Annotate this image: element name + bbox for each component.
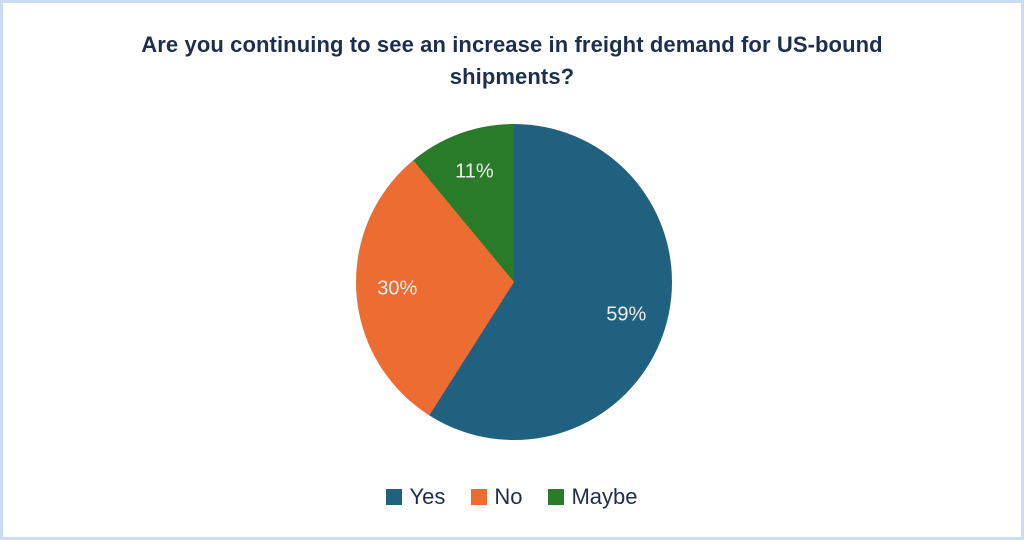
legend-label: No bbox=[494, 484, 523, 509]
legend-swatch-icon bbox=[386, 489, 403, 505]
chart-title: Are you continuing to see an increase in… bbox=[141, 32, 883, 89]
legend-swatch-icon bbox=[548, 489, 565, 505]
legend: Yes No Maybe bbox=[3, 484, 1021, 510]
legend-item-maybe: Maybe bbox=[548, 484, 638, 510]
legend-label: Yes bbox=[409, 484, 446, 509]
legend-label: Maybe bbox=[571, 484, 638, 509]
pie-chart: 59% 30% 11% bbox=[356, 124, 672, 440]
slice-label-maybe: 11% bbox=[455, 160, 494, 183]
legend-item-yes: Yes bbox=[386, 484, 445, 510]
legend-item-no: No bbox=[471, 484, 522, 510]
slice-label-no: 30% bbox=[377, 277, 418, 300]
legend-swatch-icon bbox=[471, 489, 488, 505]
slice-label-yes: 59% bbox=[606, 303, 647, 326]
